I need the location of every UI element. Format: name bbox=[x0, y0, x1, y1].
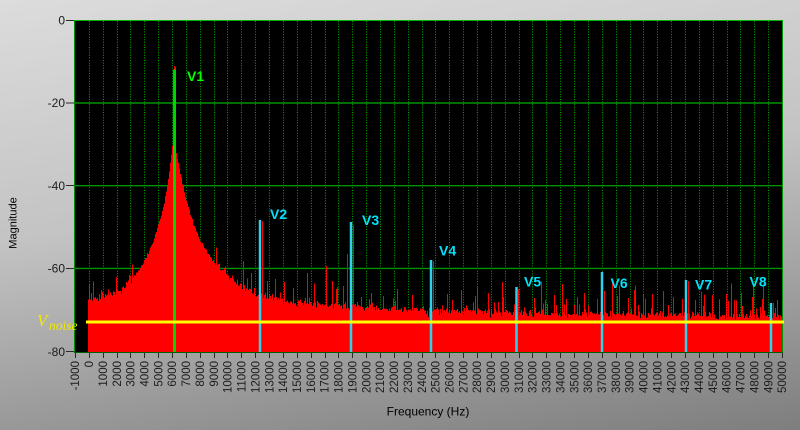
svg-text:46000: 46000 bbox=[722, 361, 734, 393]
svg-text:29000: 29000 bbox=[486, 361, 498, 393]
svg-text:V1: V1 bbox=[187, 68, 204, 84]
svg-text:44000: 44000 bbox=[694, 361, 706, 393]
svg-text:-1000: -1000 bbox=[70, 361, 82, 390]
svg-text:V8: V8 bbox=[750, 274, 767, 290]
svg-text:7000: 7000 bbox=[181, 361, 193, 387]
svg-text:43000: 43000 bbox=[680, 361, 692, 393]
svg-text:27000: 27000 bbox=[458, 361, 470, 393]
svg-text:36000: 36000 bbox=[583, 361, 595, 393]
svg-text:14000: 14000 bbox=[278, 361, 290, 393]
svg-text:V3: V3 bbox=[362, 212, 379, 228]
svg-text:48000: 48000 bbox=[750, 361, 762, 393]
svg-text:37000: 37000 bbox=[597, 361, 609, 393]
svg-text:noise: noise bbox=[49, 318, 78, 333]
svg-text:2000: 2000 bbox=[112, 361, 124, 387]
svg-text:8000: 8000 bbox=[195, 361, 207, 387]
svg-text:22000: 22000 bbox=[389, 361, 401, 393]
svg-text:42000: 42000 bbox=[666, 361, 678, 393]
svg-text:30000: 30000 bbox=[500, 361, 512, 393]
svg-text:-20: -20 bbox=[48, 96, 66, 110]
svg-text:1000: 1000 bbox=[98, 361, 110, 387]
svg-text:V7: V7 bbox=[695, 277, 712, 293]
svg-text:26000: 26000 bbox=[445, 361, 457, 393]
svg-text:12000: 12000 bbox=[250, 361, 262, 393]
svg-text:33000: 33000 bbox=[542, 361, 554, 393]
svg-text:5000: 5000 bbox=[153, 361, 165, 387]
svg-text:6000: 6000 bbox=[167, 361, 179, 387]
svg-text:9000: 9000 bbox=[209, 361, 221, 387]
svg-text:17000: 17000 bbox=[320, 361, 332, 393]
svg-text:41000: 41000 bbox=[652, 361, 664, 393]
svg-text:V: V bbox=[37, 311, 50, 330]
svg-text:18000: 18000 bbox=[334, 361, 346, 393]
svg-text:0: 0 bbox=[58, 14, 65, 28]
svg-text:V2: V2 bbox=[270, 206, 287, 222]
svg-text:-40: -40 bbox=[48, 179, 66, 193]
svg-text:28000: 28000 bbox=[472, 361, 484, 393]
svg-text:-60: -60 bbox=[48, 262, 66, 276]
svg-text:4000: 4000 bbox=[140, 361, 152, 387]
svg-text:19000: 19000 bbox=[348, 361, 360, 393]
svg-text:0: 0 bbox=[84, 361, 96, 367]
svg-text:Magnitude: Magnitude bbox=[8, 197, 20, 248]
svg-text:38000: 38000 bbox=[611, 361, 623, 393]
svg-text:V6: V6 bbox=[611, 275, 628, 291]
svg-text:20000: 20000 bbox=[361, 361, 373, 393]
svg-text:10000: 10000 bbox=[223, 361, 235, 393]
svg-text:49000: 49000 bbox=[763, 361, 775, 393]
svg-text:40000: 40000 bbox=[639, 361, 651, 393]
svg-text:50000: 50000 bbox=[777, 361, 789, 393]
svg-text:V5: V5 bbox=[524, 274, 541, 290]
svg-text:32000: 32000 bbox=[528, 361, 540, 393]
svg-text:3000: 3000 bbox=[126, 361, 138, 387]
svg-text:45000: 45000 bbox=[708, 361, 720, 393]
svg-text:15000: 15000 bbox=[292, 361, 304, 393]
svg-text:23000: 23000 bbox=[403, 361, 415, 393]
svg-text:13000: 13000 bbox=[264, 361, 276, 393]
svg-text:25000: 25000 bbox=[431, 361, 443, 393]
svg-text:11000: 11000 bbox=[237, 361, 249, 392]
svg-text:V4: V4 bbox=[439, 243, 456, 259]
svg-text:-80: -80 bbox=[48, 345, 66, 359]
svg-text:Frequency (Hz): Frequency (Hz) bbox=[387, 405, 470, 419]
svg-text:21000: 21000 bbox=[375, 361, 387, 393]
svg-text:31000: 31000 bbox=[514, 361, 526, 393]
svg-text:24000: 24000 bbox=[417, 361, 429, 393]
svg-text:39000: 39000 bbox=[625, 361, 637, 393]
svg-text:16000: 16000 bbox=[306, 361, 318, 393]
svg-text:34000: 34000 bbox=[555, 361, 567, 393]
svg-text:47000: 47000 bbox=[736, 361, 748, 393]
svg-text:35000: 35000 bbox=[569, 361, 581, 393]
